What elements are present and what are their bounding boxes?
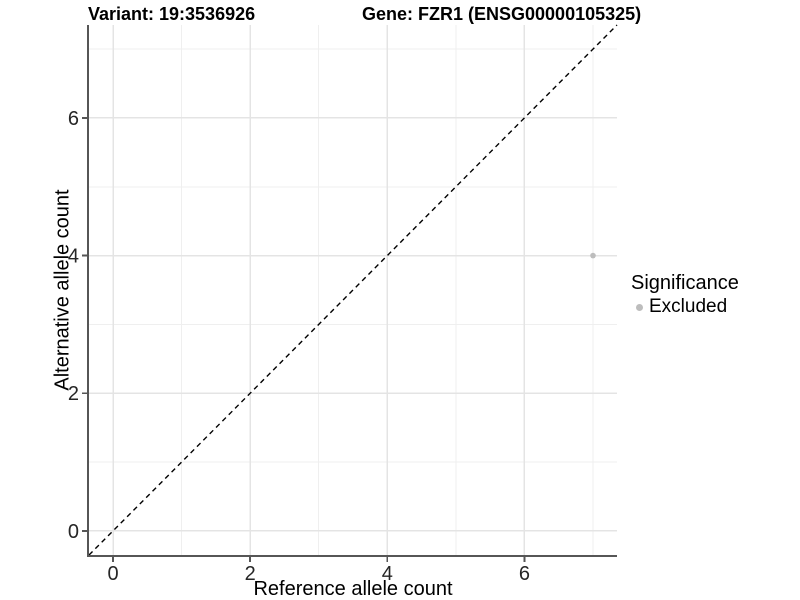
identity-reference-line (88, 24, 618, 556)
x-tick-label: 0 (107, 563, 118, 585)
x-tick-label: 6 (519, 563, 530, 585)
legend-item-label: Excluded (649, 296, 728, 317)
legend-item-excluded: Excluded (631, 296, 739, 318)
y-tick-label: 6 (68, 108, 79, 130)
y-tick-label: 2 (68, 383, 79, 405)
y-axis-title: Alternative allele count (51, 189, 74, 391)
legend-point-icon (636, 303, 643, 311)
gene-title: Gene: FZR1 (ENSG00000105325) (362, 4, 642, 24)
data-point (590, 252, 596, 259)
legend: Significance Excluded (631, 273, 739, 318)
x-tick-label: 2 (245, 563, 256, 585)
variant-title: Variant: 19:3536926 (88, 4, 256, 24)
y-tick-label: 0 (68, 521, 79, 543)
legend-title: Significance (631, 272, 739, 294)
x-tick-label: 4 (382, 563, 393, 585)
y-tick-label: 4 (68, 246, 79, 268)
x-axis-title: Reference allele count (253, 578, 453, 600)
